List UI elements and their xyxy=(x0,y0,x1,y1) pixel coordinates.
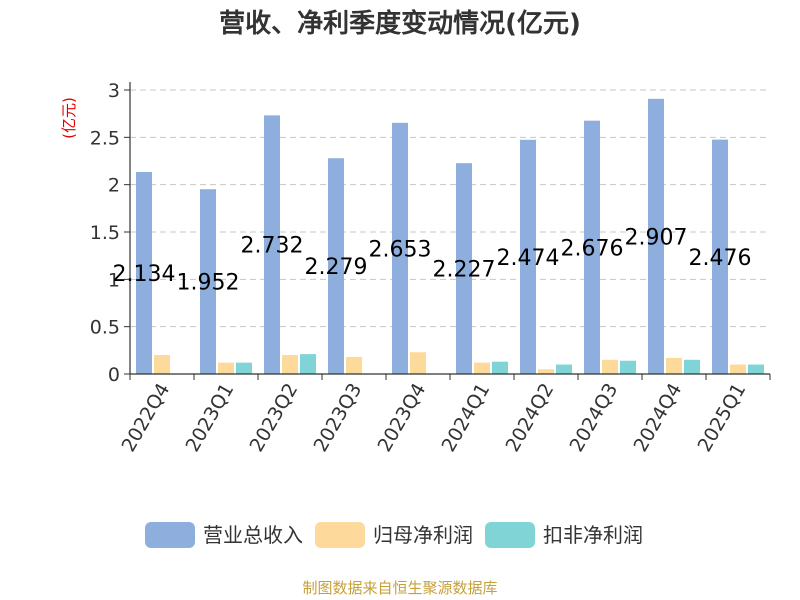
bar xyxy=(264,115,280,374)
legend-swatch xyxy=(145,522,195,548)
y-tick-label: 2.5 xyxy=(90,127,120,149)
y-tick-label: 1.5 xyxy=(90,222,120,244)
legend-swatch xyxy=(485,522,535,548)
data-label: 2.676 xyxy=(561,236,624,261)
data-label: 2.474 xyxy=(497,246,560,271)
bar xyxy=(392,122,408,374)
source-note: 制图数据来自恒生聚源数据库 xyxy=(302,579,497,597)
data-label: 2.476 xyxy=(689,246,752,271)
bar xyxy=(218,362,234,374)
bar xyxy=(648,98,664,374)
legend-label: 归母净利润 xyxy=(373,523,473,547)
data-label: 2.227 xyxy=(433,258,496,283)
bar xyxy=(492,361,508,374)
y-tick-label: 1 xyxy=(108,269,120,291)
bar xyxy=(748,364,764,374)
x-tick-label: 2024Q3 xyxy=(566,380,623,456)
bar xyxy=(328,158,344,374)
bar xyxy=(666,357,682,374)
bar xyxy=(346,356,362,374)
y-tick-label: 0.5 xyxy=(90,317,120,339)
x-tick-label: 2023Q3 xyxy=(310,380,367,456)
data-label: 2.279 xyxy=(305,255,368,280)
x-tick-label: 2023Q4 xyxy=(374,380,431,456)
chart-title: 营收、净利季度变动情况(亿元) xyxy=(219,8,581,39)
bar xyxy=(584,120,600,374)
bar xyxy=(620,360,636,374)
bar xyxy=(474,362,490,374)
data-label: 2.653 xyxy=(369,237,432,262)
data-label: 1.952 xyxy=(177,271,240,296)
legend-label: 营业总收入 xyxy=(203,523,303,547)
x-tick-label: 2025Q1 xyxy=(694,380,751,456)
bar xyxy=(520,139,536,374)
x-tick-label: 2024Q4 xyxy=(630,380,687,456)
y-tick-label: 2 xyxy=(108,175,120,197)
bar xyxy=(712,139,728,374)
bar xyxy=(300,354,316,374)
bar xyxy=(154,355,170,374)
x-tick-label: 2022Q4 xyxy=(118,380,175,456)
bar xyxy=(236,362,252,374)
bar xyxy=(456,163,472,374)
legend-swatch xyxy=(315,522,365,548)
legend: 营业总收入 归母净利润 扣非净利润 xyxy=(145,522,643,548)
bar xyxy=(730,364,746,374)
data-label: 2.732 xyxy=(241,234,304,259)
y-tick-label: 3 xyxy=(108,80,120,102)
bar xyxy=(602,359,618,374)
bar xyxy=(136,171,152,374)
bars xyxy=(136,98,764,374)
x-tick-label: 2024Q2 xyxy=(502,380,559,456)
bar xyxy=(200,189,216,374)
bar xyxy=(538,369,554,374)
legend-label: 扣非净利润 xyxy=(543,523,643,547)
x-tick-label: 2023Q1 xyxy=(182,380,239,456)
bar xyxy=(556,364,572,374)
y-tick-label: 0 xyxy=(108,364,120,386)
data-label: 2.907 xyxy=(625,225,688,250)
bar xyxy=(282,355,298,374)
bar xyxy=(684,359,700,374)
data-label: 2.134 xyxy=(113,262,176,287)
y-axis-label: (亿元) xyxy=(60,97,78,139)
x-tick-label: 2023Q2 xyxy=(246,380,303,456)
x-tick-label: 2024Q1 xyxy=(438,380,495,456)
bar xyxy=(410,352,426,374)
